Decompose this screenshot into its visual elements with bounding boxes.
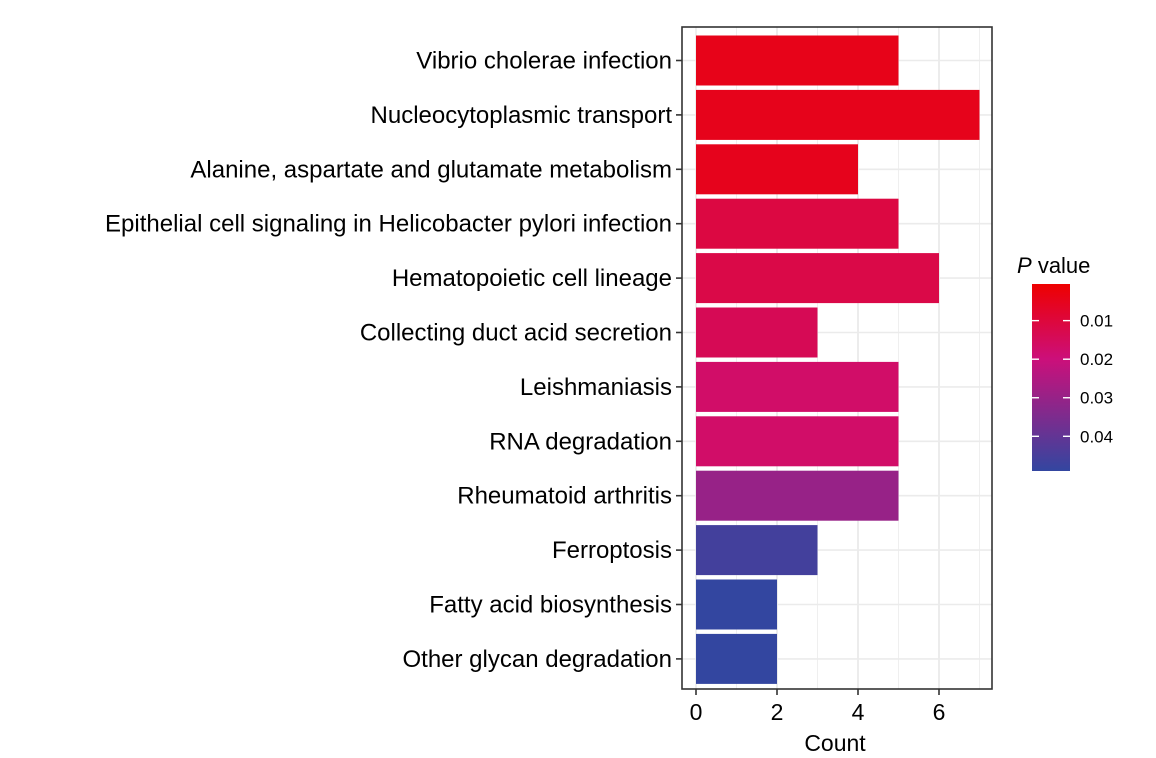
bar-alanine-aspartate-and-glutamate-metabolism bbox=[696, 144, 858, 195]
colorbar-tick-label: 0.03 bbox=[1080, 389, 1113, 408]
p-value-legend: P value 0.01 0.02 0.03 0.04 bbox=[1017, 253, 1113, 471]
bar-other-glycan-degradation bbox=[696, 633, 777, 684]
category-label-nucleocytoplasmic-transport: Nucleocytoplasmic transport bbox=[371, 102, 673, 129]
category-label-rheumatoid-arthritis: Rheumatoid arthritis bbox=[457, 483, 672, 510]
bars bbox=[696, 35, 980, 684]
category-label-collecting-duct-acid-secretion: Collecting duct acid secretion bbox=[360, 320, 672, 347]
category-label-alanine-aspartate-and-glutamate-metabolism: Alanine, aspartate and glutamate metabol… bbox=[190, 156, 672, 183]
legend-title-italic: P bbox=[1017, 253, 1032, 278]
x-tick-label: 2 bbox=[771, 699, 784, 725]
category-label-ferroptosis: Ferroptosis bbox=[552, 537, 672, 564]
bar-fatty-acid-biosynthesis bbox=[696, 579, 777, 630]
category-label-fatty-acid-biosynthesis: Fatty acid biosynthesis bbox=[429, 592, 672, 619]
bar-rna-degradation bbox=[696, 416, 899, 467]
y-axis: Vibrio cholerae infection Nucleocytoplasm… bbox=[105, 48, 682, 673]
category-label-leishmaniasis: Leishmaniasis bbox=[520, 374, 672, 401]
bar-hematopoietic-cell-lineage bbox=[696, 253, 939, 304]
category-label-epithelial-cell-signaling-in-helicobacter-pylori-infection: Epithelial cell signaling in Helicobacte… bbox=[105, 211, 672, 238]
category-label-rna-degradation: RNA degradation bbox=[489, 428, 672, 455]
x-axis: 0 2 4 6 bbox=[690, 689, 946, 725]
bar-leishmaniasis bbox=[696, 361, 899, 412]
panel-border bbox=[681, 26, 993, 690]
x-tick-label: 0 bbox=[690, 699, 703, 725]
category-label-vibrio-cholerae-infection: Vibrio cholerae infection bbox=[416, 48, 672, 75]
legend-title: P value bbox=[1017, 253, 1090, 278]
category-label-other-glycan-degradation: Other glycan degradation bbox=[402, 646, 672, 673]
x-tick-label: 6 bbox=[933, 699, 946, 725]
colorbar-tick-label: 0.01 bbox=[1080, 312, 1113, 331]
colorbar-ticks: 0.01 0.02 0.03 0.04 bbox=[1032, 312, 1113, 446]
bar-nucleocytoplasmic-transport bbox=[696, 89, 980, 140]
colorbar-tick-label: 0.04 bbox=[1080, 427, 1113, 446]
bar-vibrio-cholerae-infection bbox=[696, 35, 899, 86]
legend-title-rest: value bbox=[1038, 253, 1091, 278]
category-label-hematopoietic-cell-lineage: Hematopoietic cell lineage bbox=[392, 265, 672, 292]
x-tick-label: 4 bbox=[852, 699, 865, 725]
bar-epithelial-cell-signaling-in-helicobacter-pylori-infection bbox=[696, 198, 899, 249]
bar-ferroptosis bbox=[696, 525, 818, 576]
bar-collecting-duct-acid-secretion bbox=[696, 307, 818, 358]
x-axis-title: Count bbox=[804, 730, 866, 756]
colorbar-tick-label: 0.02 bbox=[1080, 350, 1113, 369]
bar-rheumatoid-arthritis bbox=[696, 470, 899, 521]
colorbar bbox=[1032, 284, 1070, 471]
